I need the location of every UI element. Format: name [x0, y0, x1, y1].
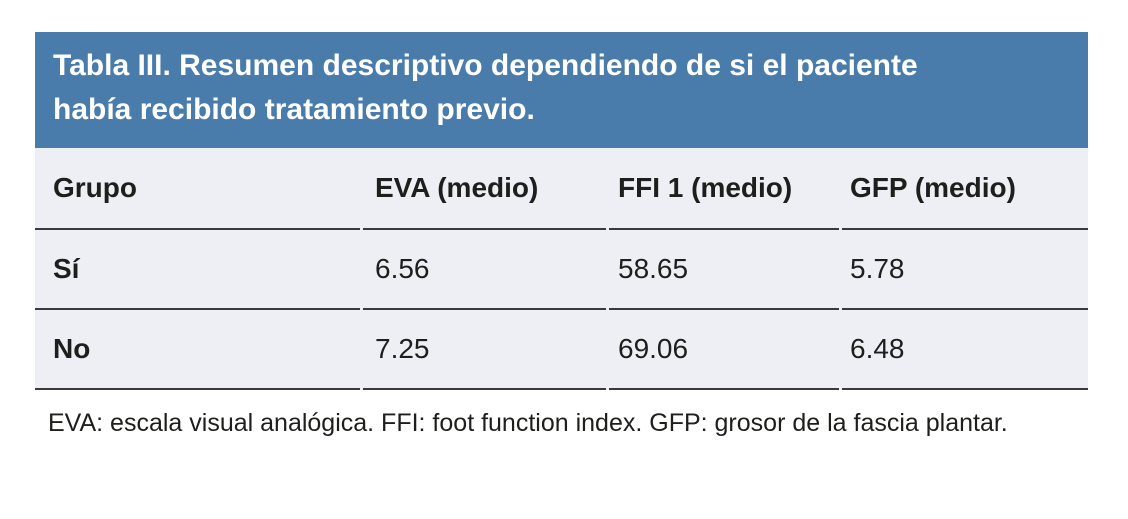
table-card: Tabla III. Resumen descriptivo dependien…: [35, 32, 1088, 442]
table-body: Grupo EVA (medio) FFI 1 (medio) GFP (med…: [35, 148, 1088, 390]
row-label: No: [35, 310, 360, 390]
column-header-ffi: FFI 1 (medio): [609, 148, 839, 230]
value-ffi: 58.65: [609, 230, 839, 310]
header-row: Grupo EVA (medio) FFI 1 (medio) GFP (med…: [35, 148, 1088, 230]
table-row: No 7.25 69.06 6.48: [35, 310, 1088, 390]
table-row: Sí 6.56 58.65 5.78: [35, 230, 1088, 310]
column-header-grupo: Grupo: [35, 148, 360, 230]
table-title-bar: Tabla III. Resumen descriptivo dependien…: [35, 32, 1088, 148]
row-label: Sí: [35, 230, 360, 310]
value-eva: 7.25: [363, 310, 606, 390]
table-title: Tabla III. Resumen descriptivo dependien…: [53, 49, 918, 126]
value-gfp: 6.48: [842, 310, 1088, 390]
column-header-eva: EVA (medio): [363, 148, 606, 230]
value-eva: 6.56: [363, 230, 606, 310]
table-footnote: EVA: escala visual analógica. FFI: foot …: [48, 409, 1008, 437]
column-header-gfp: GFP (medio): [842, 148, 1088, 230]
value-ffi: 69.06: [609, 310, 839, 390]
value-gfp: 5.78: [842, 230, 1088, 310]
